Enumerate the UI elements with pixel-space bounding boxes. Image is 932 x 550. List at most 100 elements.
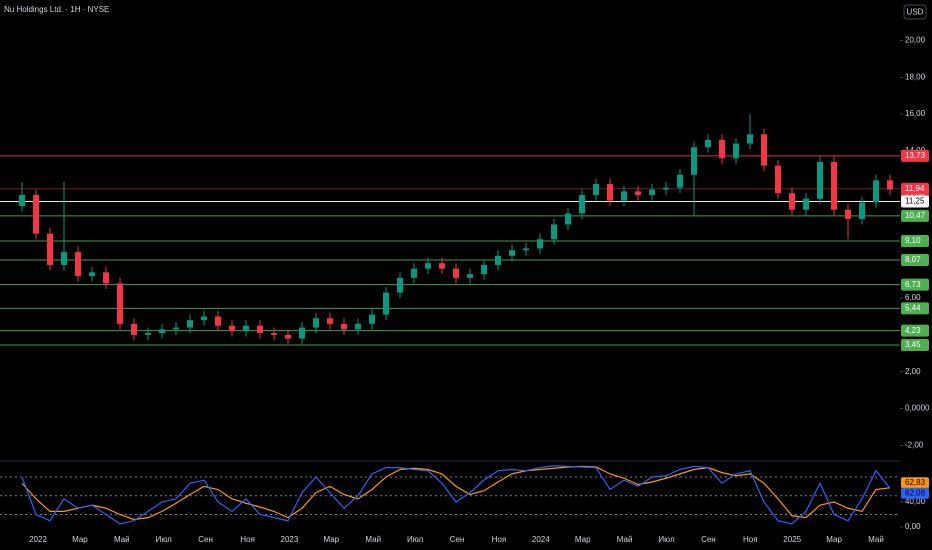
- candle-body: [327, 318, 333, 324]
- y-tick-label: 16,00: [905, 109, 926, 118]
- candle-body: [537, 239, 543, 249]
- candle-body: [425, 263, 431, 269]
- candle-body: [271, 333, 277, 335]
- x-tick-label: Мар: [72, 535, 88, 544]
- candle-body: [257, 325, 263, 334]
- candle-body: [159, 329, 165, 334]
- y-tick-label: 2,00: [905, 367, 921, 376]
- level-label-bg: [901, 253, 929, 266]
- stoch-tick-label: 0,00: [905, 522, 921, 531]
- candle-body: [649, 189, 655, 196]
- candle-body: [341, 323, 347, 330]
- x-tick-label: Мар: [826, 535, 842, 544]
- level-label: 9,10: [905, 236, 921, 245]
- level-label-bg: [901, 324, 929, 337]
- candle-body: [551, 224, 557, 240]
- candle-body: [187, 320, 193, 328]
- stoch-label: 62,83: [905, 478, 926, 487]
- candle-body: [19, 195, 25, 207]
- candle-body: [803, 198, 809, 210]
- x-tick-label: 2024: [532, 535, 550, 544]
- candle-body: [145, 333, 151, 335]
- candle-body: [579, 195, 585, 214]
- x-tick-label: Июл: [156, 535, 173, 544]
- y-tick-label: 6,00: [905, 293, 921, 302]
- stoch-label: 62,08: [905, 488, 926, 497]
- level-label: 6,73: [905, 280, 921, 289]
- candle-body: [705, 139, 711, 148]
- candle-body: [453, 268, 459, 278]
- candle-body: [299, 327, 305, 339]
- candle-body: [691, 147, 697, 175]
- level-label-bg: [901, 149, 929, 162]
- x-tick-label: Мар: [575, 535, 591, 544]
- candle-body: [173, 327, 179, 330]
- x-tick-label: Сен: [450, 535, 465, 544]
- stoch-label-bg: [901, 487, 929, 499]
- candle-body: [285, 334, 291, 339]
- currency-button[interactable]: [903, 4, 927, 20]
- candle-body: [817, 161, 823, 199]
- candle-body: [887, 180, 893, 190]
- candle-body: [775, 165, 781, 194]
- candle-body: [131, 323, 137, 335]
- x-tick-label: Июл: [407, 535, 424, 544]
- x-tick-label: Май: [617, 535, 633, 544]
- x-tick-label: Май: [365, 535, 381, 544]
- y-tick-label: 18,00: [905, 72, 926, 81]
- candle-body: [313, 318, 319, 328]
- candle-body: [229, 325, 235, 332]
- level-label-bg: [901, 302, 929, 315]
- y-tick-label: 20,00: [905, 36, 926, 45]
- candle-body: [593, 184, 599, 196]
- x-tick-label: Сен: [198, 535, 213, 544]
- candle-body: [439, 263, 445, 269]
- candle-body: [733, 143, 739, 159]
- candle-body: [831, 161, 837, 210]
- candle-body: [859, 202, 865, 219]
- candle-body: [845, 209, 851, 219]
- level-label: 13,73: [905, 151, 926, 160]
- candle-body: [607, 184, 613, 201]
- candle-body: [789, 193, 795, 210]
- candle-body: [355, 323, 361, 330]
- x-tick-label: Ноя: [743, 535, 758, 544]
- candle-body: [565, 213, 571, 225]
- candle-body: [397, 277, 403, 293]
- candle-body: [467, 274, 473, 278]
- candle-body: [873, 180, 879, 203]
- x-tick-label: Сен: [701, 535, 716, 544]
- stoch-line: [21, 465, 891, 525]
- level-label: 8,07: [905, 255, 921, 264]
- x-tick-label: Май: [114, 535, 130, 544]
- candle-body: [243, 325, 249, 332]
- x-tick-label: 2023: [281, 535, 299, 544]
- currency[interactable]: USD: [907, 8, 924, 17]
- level-label: 11,94: [905, 184, 925, 193]
- candle-body: [509, 250, 515, 256]
- candle-body: [89, 272, 95, 276]
- candle-body: [215, 316, 221, 326]
- x-tick-label: 2022: [29, 535, 47, 544]
- x-tick-label: Ноя: [492, 535, 507, 544]
- level-label-bg: [901, 195, 929, 208]
- candle-body: [663, 187, 669, 190]
- candle-body: [33, 195, 39, 234]
- candle-body: [369, 314, 375, 324]
- candle-body: [47, 233, 53, 265]
- candle-body: [75, 252, 81, 276]
- stoch-tick-label: 40,00: [905, 497, 926, 506]
- candle-body: [621, 191, 627, 201]
- x-tick-label: Мар: [323, 535, 339, 544]
- level-label: 4,23: [905, 326, 921, 335]
- level-label-bg: [901, 235, 929, 248]
- level-label-bg: [901, 209, 929, 222]
- x-tick-label: 2025: [783, 535, 801, 544]
- candle-body: [383, 292, 389, 315]
- candle-body: [719, 139, 725, 159]
- candle-body: [635, 191, 641, 196]
- level-label: 11,25: [905, 197, 925, 206]
- x-tick-label: Ноя: [240, 535, 255, 544]
- candle-body: [411, 268, 417, 278]
